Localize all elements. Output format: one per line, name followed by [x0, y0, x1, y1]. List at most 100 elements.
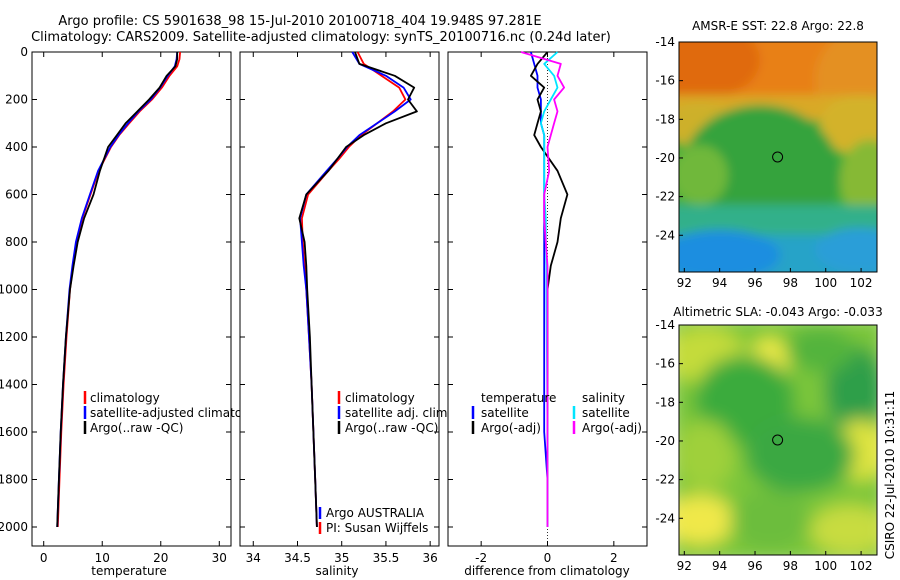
salinity-xlabel: salinity: [315, 564, 358, 578]
salinity-legend: climatology satellite adj. clim. Argo(..…: [318, 391, 451, 535]
annotation-pi-name: PI: Susan Wijffels: [326, 521, 428, 535]
difference-profile-lines: [520, 51, 569, 527]
map-y-tick-label: -16: [655, 74, 675, 88]
map-x-tick-label: 96: [747, 276, 762, 290]
sla-map-title: Altimetric SLA: -0.043 Argo: -0.033: [673, 305, 882, 319]
sla-argo-location-marker: [772, 434, 784, 446]
sst-map-panel: AMSR-E SST: 22.8 Argo: 22.8 92 94 96: [655, 19, 878, 290]
y-tick-label: 0: [20, 45, 28, 59]
y-tick-label: 200: [5, 93, 28, 107]
y-tick-label: 1800: [0, 473, 28, 487]
sst-map-frame: [678, 41, 878, 273]
map-y-tick-label: -18: [655, 395, 675, 409]
legend-argo-raw: Argo(..raw -QC): [90, 421, 183, 435]
series-line-argo-raw-qc-: [56, 52, 179, 528]
legend-temperature-header: temperature: [481, 391, 556, 405]
x-tick-label: 0: [544, 551, 552, 565]
sst-heatmap: [679, 42, 877, 272]
legend-temp-argo-adj: Argo(-adj): [481, 421, 541, 435]
map-y-tick-label: -20: [655, 434, 675, 448]
y-tick-label: 400: [5, 140, 28, 154]
map-x-tick-label: 94: [712, 559, 727, 573]
sst-map-title: AMSR-E SST: 22.8 Argo: 22.8: [692, 19, 864, 33]
temperature-x-ticks: 0 10 20 30: [40, 52, 227, 565]
annotation-argo-australia: Argo AUSTRALIA: [326, 506, 425, 520]
sla-map-frame: [678, 324, 878, 556]
temperature-profile-lines: [56, 51, 181, 528]
sla-heatmap: [679, 325, 877, 555]
sla-map-panel: Altimetric SLA: -0.043 Argo: -0.033 92 94…: [655, 305, 882, 573]
temperature-xlabel: temperature: [91, 564, 166, 578]
map-x-tick-label: 98: [783, 559, 798, 573]
salinity-x-ticks: 34 34.5 35 35.5 36: [246, 52, 438, 565]
temperature-legend: climatology satellite-adjusted climatolo…: [83, 391, 268, 435]
map-y-tick-label: -22: [655, 473, 675, 487]
difference-panel: -2 0 2 difference from climatology tempera…: [447, 51, 648, 578]
difference-xlabel: difference from climatology: [464, 564, 630, 578]
legend-temp-satellite: satellite: [481, 406, 529, 420]
series-line-salinity-argo-adj-: [520, 51, 565, 527]
map-x-tick-label: 100: [814, 559, 837, 573]
map-y-tick-label: -22: [655, 190, 675, 204]
map-x-tick-label: 98: [783, 276, 798, 290]
sla-map-y-ticks: -14 -16 -18 -20 -22 -24: [655, 318, 683, 525]
sst-map-x-ticks: 92 94 96 98 100 102: [677, 268, 873, 290]
map-y-tick-label: -18: [655, 112, 675, 126]
map-x-tick-label: 92: [677, 559, 692, 573]
x-tick-label: 20: [153, 551, 168, 565]
map-x-tick-label: 102: [850, 276, 873, 290]
map-y-tick-label: -16: [655, 357, 675, 371]
map-x-tick-label: 96: [747, 559, 762, 573]
y-tick-label: 800: [5, 235, 28, 249]
map-x-tick-label: 92: [677, 276, 692, 290]
x-tick-label: 34: [246, 551, 261, 565]
temperature-panel: 0 200 400 600 800 1000 1200 1400 1600 1800 2000 0 1…: [0, 45, 268, 578]
legend-salinity-header: salinity: [582, 391, 625, 405]
x-tick-label: 30: [212, 551, 227, 565]
figure-title-line1: Argo profile: CS 5901638_98 15-Jul-2010 …: [58, 14, 541, 29]
x-tick-label: 34.5: [284, 551, 311, 565]
x-tick-label: 35.5: [373, 551, 400, 565]
salinity-axes-frame: [239, 51, 440, 547]
salinity-y-ticks: [240, 51, 439, 528]
x-tick-label: 36: [423, 551, 438, 565]
map-y-tick-label: -20: [655, 151, 675, 165]
salinity-panel: 34 34.5 35 35.5 36 salinity climatology sate…: [239, 51, 451, 578]
y-tick-label: 600: [5, 188, 28, 202]
x-tick-label: 0: [40, 551, 48, 565]
y-tick-label: 1200: [0, 330, 28, 344]
temperature-axes-frame: [31, 51, 232, 547]
legend-climatology: climatology: [345, 391, 415, 405]
difference-legend: temperature satellite Argo(-adj) salinit…: [471, 391, 642, 435]
y-tick-label: 1400: [0, 378, 28, 392]
csiro-timestamp: CSIRO 22-Jul-2010 10:31:11: [883, 391, 897, 559]
y-tick-label: 1000: [0, 283, 28, 297]
legend-satellite-adj-clim: satellite adj. clim.: [345, 406, 451, 420]
legend-climatology: climatology: [90, 391, 160, 405]
legend-sal-argo-adj: Argo(-adj): [582, 421, 642, 435]
series-line-argo-raw-qc-: [298, 51, 418, 528]
map-y-tick-label: -24: [655, 228, 675, 242]
y-tick-label: 1600: [0, 425, 28, 439]
x-tick-label: 10: [95, 551, 110, 565]
x-tick-label: 2: [610, 551, 618, 565]
legend-argo-raw: Argo(..raw -QC): [345, 421, 438, 435]
map-y-tick-label: -14: [655, 35, 675, 49]
difference-y-ticks: [448, 51, 647, 528]
map-y-tick-label: -24: [655, 511, 675, 525]
legend-satellite-adjusted-climatology: satellite-adjusted climatology: [90, 406, 268, 420]
map-x-tick-label: 102: [850, 559, 873, 573]
temperature-y-ticks: 0 200 400 600 800 1000 1200 1400 1600 1800 2000: [0, 45, 231, 534]
legend-sal-satellite: satellite: [582, 406, 630, 420]
x-tick-label: -2: [475, 551, 487, 565]
figure-title-line2: Climatology: CARS2009. Satellite-adjuste…: [31, 30, 611, 45]
sst-argo-location-marker: [772, 151, 784, 163]
map-x-tick-label: 94: [712, 276, 727, 290]
y-tick-label: 2000: [0, 520, 28, 534]
sst-map-y-ticks: -14 -16 -18 -20 -22 -24: [655, 35, 683, 242]
x-tick-label: 35: [334, 551, 349, 565]
salinity-profile-lines: [298, 51, 418, 528]
map-y-tick-label: -14: [655, 318, 675, 332]
sla-map-x-ticks: 92 94 96 98 100 102: [677, 551, 873, 573]
